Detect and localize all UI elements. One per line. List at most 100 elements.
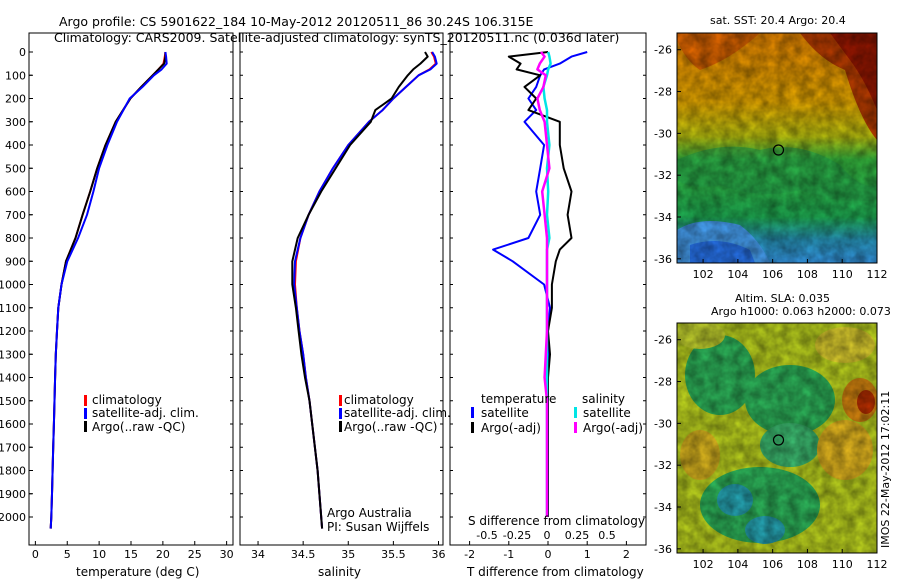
t-difference-tick-label: 2 <box>623 548 630 561</box>
latitude-tick-label: -30 <box>654 417 672 430</box>
depth-tick-label: 0 <box>19 46 26 59</box>
t-difference-tick-label: -1 <box>503 548 514 561</box>
legend-label-satellite: satellite-adj. clim. <box>344 406 451 420</box>
sla-map-title-line2: Argo h1000: 0.063 h2000: 0.073 <box>711 305 891 318</box>
temperature-axis-label: temperature (deg C) <box>76 565 200 579</box>
temperature-panel: 0 5 10 15 20 25 30 <box>28 32 234 561</box>
temperature-tick-label: 25 <box>188 548 202 561</box>
longitude-tick-label: 102 <box>693 558 714 571</box>
latitude-tick-label: -26 <box>654 334 672 347</box>
s-difference-tick-label: 0 <box>544 529 551 542</box>
temperature-tick-label: 15 <box>124 548 138 561</box>
legend-label-t-satellite: satellite <box>481 406 529 420</box>
depth-tick-label: 1400 <box>0 372 26 385</box>
depth-tick-label: 1900 <box>0 488 26 501</box>
depth-tick-label: 1600 <box>0 418 26 431</box>
depth-axis: 0 100 200 300 400 500 600 700 800 900 1000 1100 1200… <box>0 46 33 524</box>
difference-panel: -2 -1 0 1 2 -0.5 -0.25 0 0.25 0.5 <box>449 32 647 561</box>
argo-position-marker <box>772 144 785 156</box>
depth-tick-label: 2000 <box>0 511 26 524</box>
t-difference-tick-label: 1 <box>584 548 591 561</box>
legend-swatch-argo <box>84 421 87 432</box>
depth-tick-label: 700 <box>5 209 26 222</box>
t-difference-tick-label: 0 <box>545 548 552 561</box>
legend-swatch-climatology <box>84 395 87 406</box>
legend-swatch-argo <box>339 421 342 432</box>
longitude-tick-label: 102 <box>693 268 714 281</box>
sst-map: -26 -28 -30 -32 -34 -36 102 104 106 108 110 112 <box>654 32 888 281</box>
longitude-tick-label: 104 <box>727 558 748 571</box>
sla-map-title-line1: Altim. SLA: 0.035 <box>735 292 831 305</box>
depth-tick-label: 1000 <box>0 279 26 292</box>
longitude-tick-label: 108 <box>797 558 818 571</box>
figure-title-line2: Climatology: CARS2009. Satellite-adjuste… <box>54 30 620 45</box>
credit-argo-australia: Argo Australia <box>327 506 412 520</box>
credit-pi: PI: Susan Wijffels <box>327 520 430 534</box>
legend-swatch-t-satellite <box>471 407 474 418</box>
latitude-tick-label: -34 <box>654 211 672 224</box>
legend-heading-temperature: temperature <box>481 392 557 406</box>
legend-label-argo: Argo(..raw -QC) <box>344 420 438 434</box>
depth-tick-label: 1800 <box>0 465 26 478</box>
t-difference-axis-label: T difference from climatology <box>467 565 644 579</box>
legend-label-satellite: satellite-adj. clim. <box>92 406 199 420</box>
latitude-tick-label: -32 <box>654 169 672 182</box>
salinity-tick-label: 36 <box>431 548 445 561</box>
sla-map: -26 -28 -30 -32 -34 -36 102 104 106 108 110 112 <box>654 322 888 571</box>
depth-tick-label: 300 <box>5 116 26 129</box>
temperature-tick-label: 30 <box>220 548 234 561</box>
sst-map-title: sat. SST: 20.4 Argo: 20.4 <box>710 14 846 27</box>
salinity-tick-label: 34.5 <box>291 548 316 561</box>
series-line-argo-raw-qc <box>291 51 429 529</box>
depth-tick-label: 600 <box>5 186 26 199</box>
salinity-axis-label: salinity <box>318 565 362 579</box>
depth-tick-label: 500 <box>5 162 26 175</box>
salinity-tick-label: 35.5 <box>381 548 406 561</box>
series-line-salinity-argo-adj <box>536 51 551 517</box>
longitude-tick-label: 106 <box>762 268 783 281</box>
longitude-tick-label: 108 <box>797 268 818 281</box>
depth-tick-label: 1200 <box>0 325 26 338</box>
depth-tick-label: 200 <box>5 93 26 106</box>
depth-tick-label: 100 <box>5 69 26 82</box>
temperature-tick-label: 0 <box>32 548 39 561</box>
legend-label-climatology: climatology <box>92 393 162 407</box>
s-difference-tick-label: 0.25 <box>565 529 590 542</box>
temperature-tick-label: 10 <box>92 548 106 561</box>
legend-swatch-climatology <box>339 395 342 406</box>
s-difference-axis-label: S difference from climatology <box>468 514 645 528</box>
legend-temperature-panel <box>84 395 87 432</box>
s-difference-tick-label: -0.5 <box>476 529 497 542</box>
longitude-tick-label: 110 <box>832 558 853 571</box>
latitude-tick-label: -36 <box>654 253 672 266</box>
depth-tick-label: 400 <box>5 139 26 152</box>
depth-tick-label: 1100 <box>0 302 26 315</box>
depth-tick-label: 1700 <box>0 441 26 454</box>
depth-tick-label: 900 <box>5 255 26 268</box>
salinity-panel: 34 34.5 35 35.5 36 <box>239 32 445 561</box>
legend-label-argo: Argo(..raw -QC) <box>92 420 186 434</box>
latitude-tick-label: -32 <box>654 459 672 472</box>
s-difference-tick-label: 0.5 <box>598 529 616 542</box>
argo-position-marker <box>772 434 785 446</box>
legend-swatch-s-argo <box>574 422 577 433</box>
legend-label-s-satellite: satellite <box>583 406 631 420</box>
temperature-tick-label: 20 <box>156 548 170 561</box>
legend-swatch-s-satellite <box>574 407 577 418</box>
imos-timestamp: IMOS 22-May-2012 17:02:11 <box>879 390 892 548</box>
legend-label-t-argo: Argo(-adj) <box>481 421 541 435</box>
latitude-tick-label: -30 <box>654 127 672 140</box>
longitude-tick-label: 104 <box>727 268 748 281</box>
depth-tick-label: 800 <box>5 232 26 245</box>
latitude-tick-label: -34 <box>654 501 672 514</box>
longitude-tick-label: 106 <box>762 558 783 571</box>
depth-tick-label: 1500 <box>0 395 26 408</box>
salinity-tick-label: 35 <box>341 548 355 561</box>
longitude-tick-label: 112 <box>867 558 888 571</box>
temperature-tick-label: 5 <box>64 548 71 561</box>
longitude-tick-label: 112 <box>867 268 888 281</box>
s-difference-tick-label: -0.25 <box>503 529 531 542</box>
salinity-tick-label: 34 <box>251 548 265 561</box>
legend-salinity-panel <box>339 395 342 432</box>
